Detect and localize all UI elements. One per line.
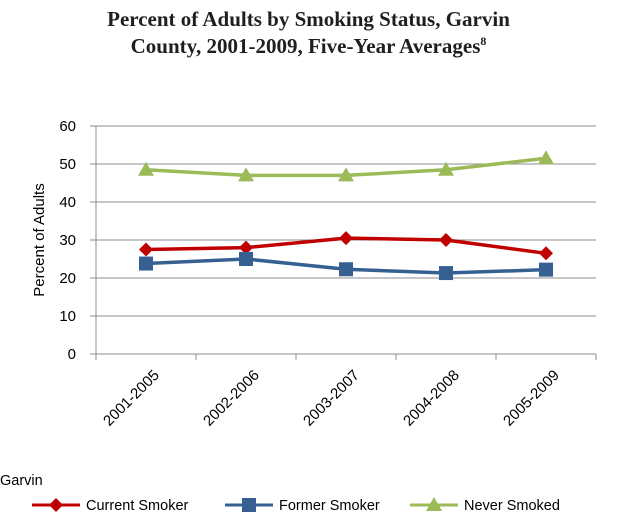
y-tick-label: 10 xyxy=(59,308,76,325)
legend-marker-current-smoker xyxy=(49,498,63,512)
x-tick-label: 2001-2005 xyxy=(100,367,163,430)
data-point-current-smoker xyxy=(439,233,453,247)
y-axis-label: Percent of Adults xyxy=(31,183,48,296)
title-footnote: 8 xyxy=(480,34,487,48)
data-point-former-smoker xyxy=(339,262,353,277)
chart-title: Percent of Adults by Smoking Status, Gar… xyxy=(0,6,617,60)
data-point-current-smoker xyxy=(539,246,553,261)
y-tick-label: 40 xyxy=(59,194,76,211)
x-tick-label: 2002-2006 xyxy=(200,367,263,430)
data-point-current-smoker xyxy=(139,242,153,257)
chart-title-line1: Percent of Adults by Smoking Status, Gar… xyxy=(107,7,510,31)
legend-label-current-smoker: Current Smoker xyxy=(86,498,189,514)
y-tick-label: 0 xyxy=(68,346,76,363)
legend-title: Garvin xyxy=(0,473,43,489)
data-point-former-smoker xyxy=(139,256,153,271)
legend-marker-never-smoked xyxy=(426,497,442,511)
data-point-former-smoker xyxy=(439,266,453,281)
x-tick-label: 2003-2007 xyxy=(300,367,363,430)
x-tick-label: 2005-2009 xyxy=(500,367,563,430)
legend-marker-former-smoker xyxy=(242,498,256,512)
data-point-current-smoker xyxy=(339,231,353,246)
data-point-former-smoker xyxy=(239,252,253,266)
x-tick-label: 2004-2008 xyxy=(400,367,463,430)
data-point-current-smoker xyxy=(239,240,253,255)
legend-label-never-smoked: Never Smoked xyxy=(464,498,560,514)
data-point-former-smoker xyxy=(539,262,553,277)
legend-label-former-smoker: Former Smoker xyxy=(279,498,380,514)
data-point-never-smoked xyxy=(338,167,354,182)
data-point-never-smoked xyxy=(138,161,154,176)
y-tick-label: 60 xyxy=(59,118,76,135)
data-point-never-smoked xyxy=(238,167,254,182)
y-tick-label: 30 xyxy=(59,232,76,249)
chart-title-line2: County, 2001-2009, Five-Year Averages xyxy=(130,34,481,58)
y-tick-label: 20 xyxy=(59,270,76,287)
data-point-never-smoked xyxy=(538,150,554,165)
y-tick-label: 50 xyxy=(59,156,76,173)
data-point-never-smoked xyxy=(438,161,454,176)
